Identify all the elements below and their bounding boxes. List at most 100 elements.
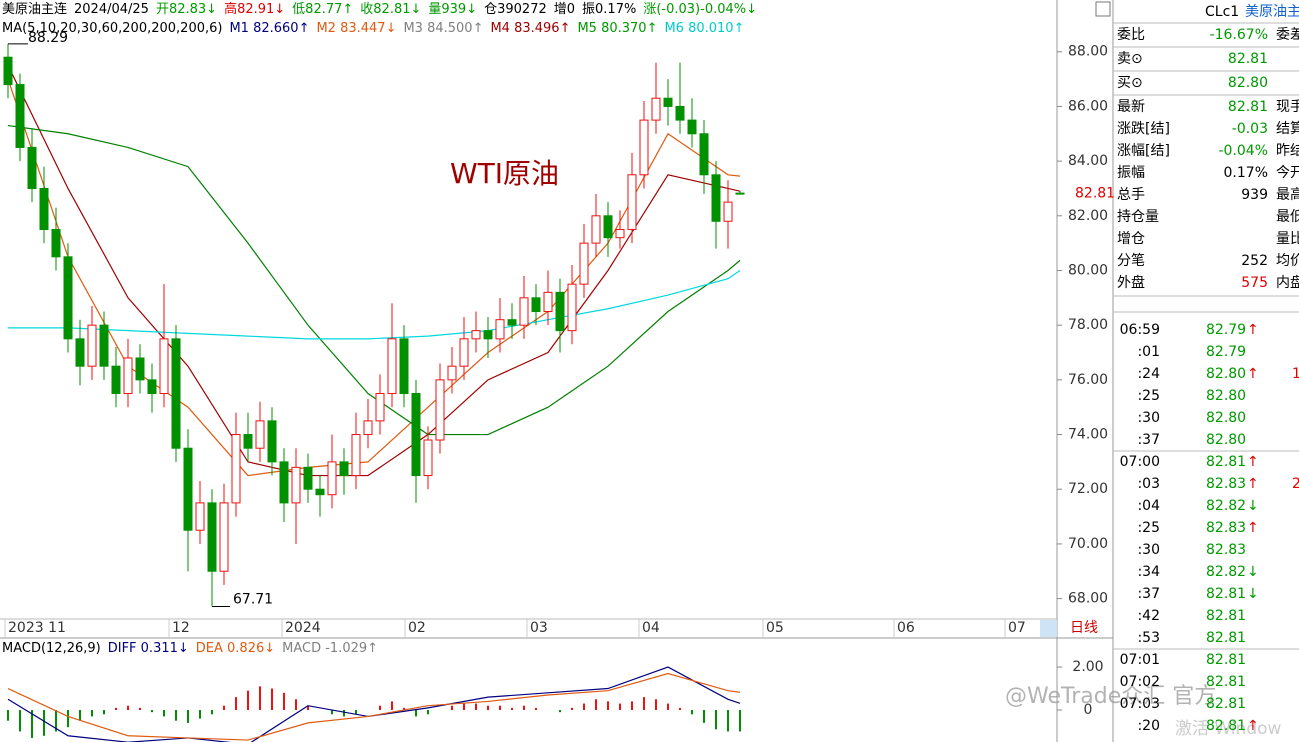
ma-legend-item: M3 84.500↑ (403, 21, 484, 36)
trade-time: :03 (1137, 476, 1160, 492)
candle-body (459, 338, 469, 367)
candle-body (339, 461, 349, 477)
trade-price: 82.80 (1206, 366, 1246, 382)
candle-body (291, 466, 301, 504)
y-tick-label: 86.00 (1068, 98, 1108, 114)
candle-body (75, 338, 85, 367)
candle-body (99, 324, 109, 367)
candle-body (399, 338, 409, 395)
header-item: 仓390272 (484, 2, 547, 17)
candle-body (663, 97, 673, 107)
candle-body (351, 434, 361, 477)
y-tick-label: 72.00 (1068, 481, 1108, 497)
annotation: WTI原油 (450, 157, 559, 190)
macd-legend-item: MACD -1.029↑ (282, 641, 379, 656)
header-item: 增0 (553, 2, 576, 17)
quote-label: 今开 (1276, 165, 1299, 181)
scroll-box[interactable] (1040, 620, 1057, 637)
trade-price: 82.80 (1206, 388, 1246, 404)
candle-body (3, 56, 13, 86)
quote-value: 82.81 (1228, 51, 1268, 67)
candle-body (615, 228, 625, 239)
candle-body (735, 192, 745, 195)
trade-arrow: ↓ (1247, 564, 1259, 580)
trade-arrow: ↑ (1247, 454, 1259, 470)
x-tick-label: 06 (897, 620, 915, 636)
ma-legend-item: M4 83.496↑ (490, 21, 571, 36)
macd-legend: MACD(12,26,9) DIFF 0.311↓ DEA 0.826↓ MACD -… (2, 641, 385, 657)
trade-time: :42 (1137, 608, 1160, 624)
candle-body (507, 319, 517, 326)
trade-time: 07:01 (1120, 652, 1160, 668)
quote-label: 昨结 (1276, 143, 1299, 159)
candle-body (423, 439, 433, 477)
x-tick-label: 12 (172, 620, 190, 636)
candle-body (327, 461, 337, 496)
y-tick-label: 78.00 (1068, 317, 1108, 333)
quote-value: 0.17% (1224, 165, 1268, 181)
candle-body (651, 97, 661, 121)
quote-label: 量比 (1276, 231, 1299, 247)
trade-volume: 1 (1292, 366, 1299, 382)
period-label[interactable]: 日线 (1070, 620, 1098, 636)
quote-label: 涨幅[结] (1117, 143, 1170, 159)
candle-body (219, 502, 229, 572)
quote-value: 82.80 (1228, 75, 1268, 91)
candle-body (27, 146, 37, 189)
quote-label: 委比 (1117, 27, 1145, 43)
ma-legend-item: M5 80.370↑ (577, 21, 658, 36)
trade-price: 82.80 (1206, 432, 1246, 448)
quote-value: -16.67% (1210, 27, 1268, 43)
candle-body (723, 201, 733, 222)
quote-name: 美原油主 (1245, 4, 1299, 20)
x-tick-label: 2024 (285, 620, 321, 636)
macd-line (7, 672, 741, 741)
trade-time: :34 (1137, 564, 1160, 580)
trade-time: :53 (1137, 630, 1160, 646)
quote-label: 最高 (1276, 186, 1299, 203)
candle-body (147, 379, 157, 395)
trade-time: :20 (1137, 718, 1160, 734)
candle-body (135, 357, 145, 381)
header-item: 2024/04/25 (74, 2, 149, 17)
quote-label: 总手 (1117, 187, 1145, 203)
trade-price: 82.81 (1206, 608, 1246, 624)
trade-time: 07:02 (1120, 674, 1160, 690)
candle-body (675, 105, 685, 121)
watermark: @WeTrade众汇 官方 (1005, 684, 1216, 709)
candle-body (447, 365, 457, 381)
candle-body (231, 434, 241, 504)
quote-label: 涨跌[结] (1117, 121, 1170, 137)
toggle-box[interactable] (1095, 1, 1111, 17)
y-tick-label: 2.00 (1072, 659, 1103, 675)
y-tick-label: 0 (1084, 702, 1093, 718)
trade-arrow: ↑ (1247, 476, 1259, 492)
quote-label: 委差 (1276, 27, 1299, 43)
low-label: 67.71 (233, 592, 273, 608)
trade-price: 82.80 (1206, 410, 1246, 426)
ma-legend-item: M1 82.660↑ (229, 21, 310, 36)
trade-arrow: ↑ (1247, 366, 1259, 382)
candle-body (531, 297, 541, 312)
header-item: 收82.81↓ (360, 2, 422, 17)
trade-time: :37 (1137, 432, 1160, 448)
candle-body (591, 215, 601, 244)
candle-body (159, 338, 169, 395)
candle-body (555, 291, 565, 332)
header-item: 开82.83↓ (155, 2, 218, 17)
trade-time: :30 (1137, 542, 1160, 558)
candle-body (471, 330, 481, 340)
trade-time: :37 (1137, 586, 1160, 602)
trade-price: 82.81 (1206, 454, 1246, 470)
quote-label: 分笔 (1117, 253, 1145, 269)
trade-price: 82.81 (1206, 586, 1246, 602)
macd-title: MACD(12,26,9) (2, 641, 101, 656)
trade-price: 82.83 (1206, 476, 1246, 492)
candle-body (699, 133, 709, 176)
candle-body (63, 256, 73, 340)
candle-body (435, 379, 445, 441)
trade-price: 82.79 (1206, 344, 1246, 360)
candle-body (543, 291, 553, 312)
ma-legend-item: M2 83.447↓ (316, 21, 397, 36)
